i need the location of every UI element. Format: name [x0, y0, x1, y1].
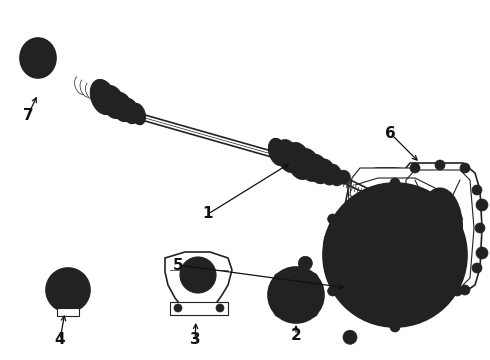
Ellipse shape [286, 143, 312, 179]
Circle shape [337, 197, 453, 313]
Ellipse shape [331, 168, 340, 181]
Polygon shape [396, 163, 482, 293]
Circle shape [332, 225, 372, 265]
Circle shape [174, 304, 182, 312]
Circle shape [268, 267, 324, 323]
Circle shape [274, 310, 281, 316]
Text: 6: 6 [385, 126, 395, 140]
Text: 7: 7 [23, 108, 33, 122]
Ellipse shape [302, 155, 316, 175]
Polygon shape [350, 168, 430, 205]
Circle shape [328, 286, 338, 296]
Ellipse shape [321, 164, 332, 180]
Ellipse shape [417, 188, 463, 268]
Circle shape [395, 223, 405, 233]
Ellipse shape [276, 139, 300, 172]
Polygon shape [165, 252, 232, 312]
Circle shape [476, 247, 488, 259]
Ellipse shape [20, 38, 56, 78]
Polygon shape [403, 170, 474, 288]
Ellipse shape [318, 159, 336, 185]
Text: 5: 5 [172, 257, 183, 273]
Circle shape [283, 282, 309, 308]
Circle shape [53, 275, 83, 305]
Circle shape [475, 223, 485, 233]
Circle shape [472, 263, 482, 273]
Ellipse shape [27, 45, 49, 71]
Circle shape [398, 185, 408, 195]
Circle shape [390, 322, 400, 332]
Ellipse shape [111, 93, 133, 122]
Circle shape [435, 288, 445, 298]
Ellipse shape [130, 103, 146, 125]
Text: 1: 1 [203, 207, 213, 221]
Circle shape [46, 268, 90, 312]
Circle shape [188, 265, 208, 285]
Ellipse shape [121, 98, 139, 123]
Circle shape [216, 304, 224, 312]
Polygon shape [57, 308, 79, 316]
Circle shape [390, 178, 400, 188]
Ellipse shape [34, 52, 42, 64]
Circle shape [452, 214, 463, 224]
Circle shape [373, 233, 417, 277]
Circle shape [435, 160, 445, 170]
Circle shape [276, 275, 316, 315]
Circle shape [274, 274, 281, 280]
Ellipse shape [297, 148, 321, 181]
Circle shape [336, 170, 350, 184]
Circle shape [311, 310, 318, 316]
Circle shape [324, 217, 380, 273]
Ellipse shape [312, 160, 324, 178]
Circle shape [472, 185, 482, 195]
Text: 4: 4 [55, 333, 65, 347]
Ellipse shape [291, 150, 307, 172]
Circle shape [340, 233, 364, 257]
Circle shape [460, 285, 470, 295]
Circle shape [311, 274, 318, 280]
Circle shape [476, 199, 488, 211]
Circle shape [290, 289, 302, 301]
Ellipse shape [30, 49, 46, 68]
Ellipse shape [281, 146, 295, 166]
Circle shape [60, 282, 76, 298]
Circle shape [298, 256, 312, 270]
Ellipse shape [90, 80, 116, 114]
Circle shape [452, 286, 463, 296]
Circle shape [343, 330, 357, 344]
Circle shape [328, 214, 338, 224]
Polygon shape [170, 302, 228, 315]
Polygon shape [341, 168, 458, 323]
Circle shape [460, 163, 470, 173]
Text: 2: 2 [291, 328, 301, 342]
Ellipse shape [269, 138, 288, 166]
Circle shape [347, 219, 353, 225]
Ellipse shape [101, 85, 125, 118]
Circle shape [180, 257, 216, 293]
Ellipse shape [24, 41, 52, 75]
Circle shape [345, 217, 355, 227]
Text: 3: 3 [190, 333, 200, 347]
Ellipse shape [307, 154, 329, 184]
Ellipse shape [272, 144, 284, 160]
Circle shape [398, 263, 408, 273]
Circle shape [65, 287, 71, 293]
Circle shape [355, 215, 435, 295]
Circle shape [410, 163, 420, 173]
Circle shape [323, 183, 467, 327]
Circle shape [410, 285, 420, 295]
Ellipse shape [327, 164, 343, 186]
